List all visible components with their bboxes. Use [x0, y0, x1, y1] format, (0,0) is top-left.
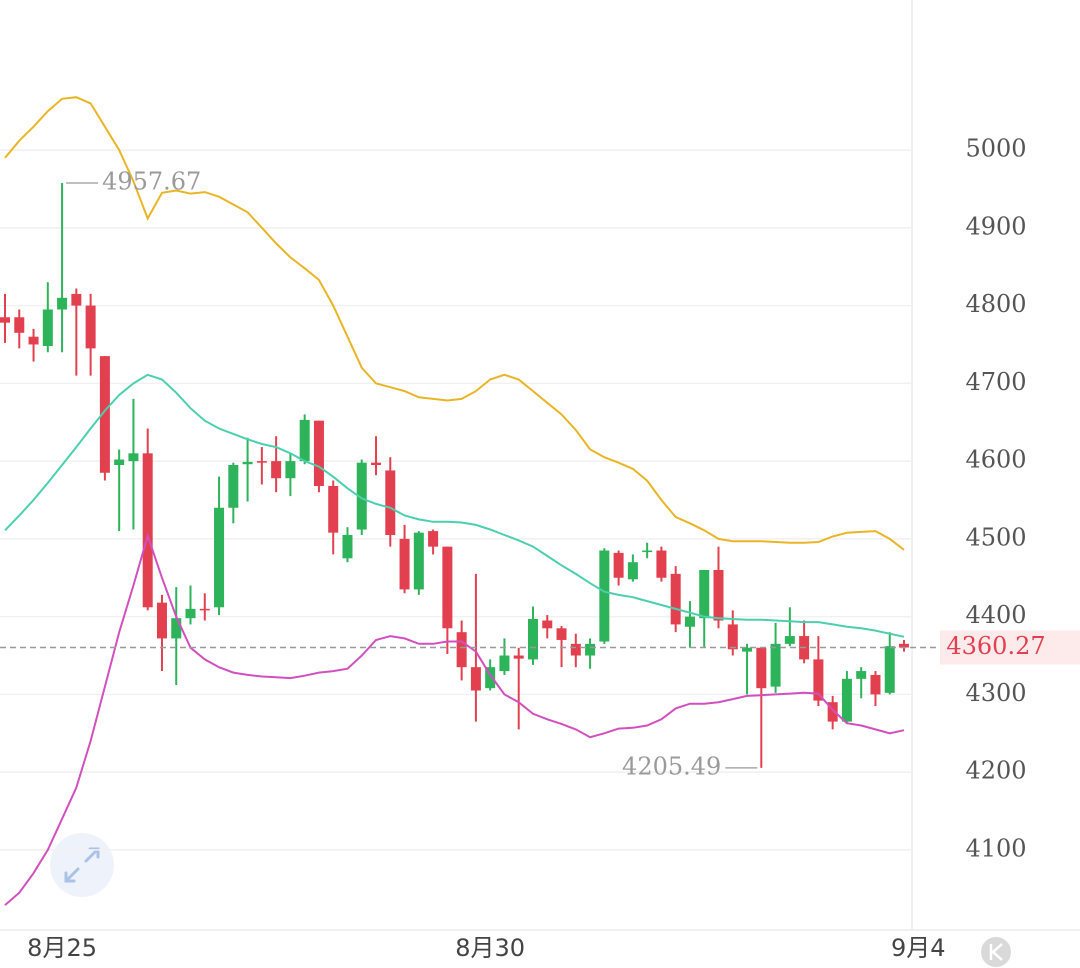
expand-icon[interactable] — [64, 847, 100, 883]
candle-body — [542, 620, 553, 629]
candle-body — [841, 678, 852, 722]
k-icon[interactable] — [989, 943, 1003, 961]
candle-body — [670, 573, 681, 625]
candle-body — [870, 674, 881, 695]
candle-body — [884, 646, 895, 693]
k-button[interactable] — [981, 937, 1011, 967]
candle-body — [742, 647, 753, 652]
candle-body — [57, 297, 68, 310]
y-tick-label: 4300 — [965, 679, 1026, 707]
expand-button[interactable] — [50, 833, 114, 897]
candle-body — [299, 419, 310, 462]
y-tick-label: 4400 — [965, 601, 1026, 629]
candle-body — [656, 550, 667, 578]
y-tick-label: 4500 — [965, 523, 1026, 551]
candle-body — [527, 618, 538, 660]
y-tick-label: 4600 — [965, 446, 1026, 474]
y-tick-label: 4200 — [965, 757, 1026, 785]
candle-body — [156, 602, 167, 639]
candle-body — [128, 453, 139, 462]
candle-body — [856, 671, 867, 679]
candle-body — [470, 667, 481, 691]
candle-body — [199, 608, 210, 611]
candle-body — [627, 562, 638, 580]
candle-body — [114, 459, 125, 465]
candle-body — [727, 624, 738, 650]
bollinger-line — [4, 96, 905, 551]
current-price-label: 4360.27 — [946, 632, 1045, 660]
candle-body — [242, 461, 253, 465]
candle-body — [356, 462, 367, 530]
candle-body — [428, 531, 439, 547]
candle-body — [813, 659, 824, 701]
candle-body — [684, 616, 695, 627]
candle-body — [899, 643, 910, 648]
candle-body — [613, 552, 624, 578]
expand-button-bg[interactable] — [50, 833, 114, 897]
candle-body — [342, 534, 353, 559]
y-tick-label: 4800 — [965, 290, 1026, 318]
candle-body — [28, 336, 39, 345]
candle-body — [85, 305, 96, 349]
candle-body — [285, 461, 296, 479]
x-tick-label: 9月4 — [891, 934, 946, 962]
x-tick-label: 8月30 — [455, 934, 525, 962]
candle-body — [585, 643, 596, 656]
min-label: 4205.49 — [622, 752, 721, 780]
candle-body — [399, 538, 410, 590]
candle-body — [256, 461, 267, 463]
max-label: 4957.67 — [102, 167, 201, 195]
candle-body — [185, 608, 196, 619]
candle-body — [214, 507, 225, 608]
candles — [0, 96, 910, 906]
candle-body — [713, 569, 724, 621]
candle-body — [513, 655, 524, 659]
y-tick-label: 4100 — [965, 834, 1026, 862]
candle-body — [827, 702, 838, 722]
candle-body — [756, 647, 767, 689]
candle-body — [42, 309, 53, 347]
candle-body — [328, 485, 339, 533]
candle-body — [413, 532, 424, 590]
candle-body — [442, 546, 453, 629]
k-button-bg[interactable] — [981, 937, 1011, 967]
candle-body — [271, 461, 282, 479]
candle-body — [599, 550, 610, 642]
candle-body — [71, 293, 82, 306]
candle-body — [642, 550, 653, 553]
y-tick-label: 4700 — [965, 368, 1026, 396]
candle-body — [142, 453, 153, 608]
candle-body — [0, 317, 10, 323]
candle-body — [699, 569, 710, 619]
current-price-box — [940, 630, 1080, 665]
y-tick-label: 4900 — [965, 212, 1026, 240]
x-tick-label: 8月25 — [27, 934, 97, 962]
grid — [0, 149, 912, 851]
candle-body — [313, 420, 324, 486]
candle-body — [371, 462, 382, 465]
candle-body — [456, 632, 467, 668]
candle-body — [385, 470, 396, 535]
y-tick-label: 5000 — [965, 135, 1026, 163]
candle-body — [99, 356, 110, 473]
bollinger-line — [4, 373, 905, 638]
candle-body — [228, 465, 239, 508]
candle-body — [485, 667, 496, 689]
candle-body — [770, 643, 781, 687]
candle-body — [14, 317, 25, 333]
candle-body — [556, 628, 567, 640]
candle-body — [784, 636, 795, 644]
candle-body — [499, 655, 510, 672]
bollinger-line — [4, 532, 905, 906]
candle-body — [570, 643, 581, 656]
candle-body — [171, 618, 182, 639]
